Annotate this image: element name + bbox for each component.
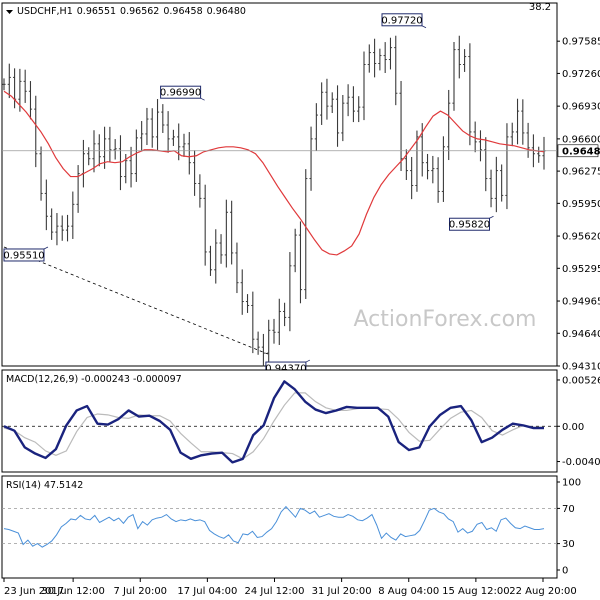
level-box [449,217,490,231]
macd-panel-frame [1,369,558,473]
current-price-label: 0.96480 [562,146,600,157]
instrument-label: USDCHF,H1 [17,6,73,17]
price-axis: 0.97585 0.97260 0.96930 0.96600 0.96275 0.959… [557,37,600,373]
rsi-tick-label: 70 [562,504,575,515]
macd-signal-line [3,392,544,460]
time-tick-label: 15 Aug 12:00 [442,586,509,597]
level-box [3,248,45,262]
price-tick-label: 0.94965 [562,297,600,308]
price-tick-label: 0.94640 [562,329,600,340]
macd-axis: 0.005266 0.00 -0.004011 [2,375,600,468]
rsi-line [3,505,545,548]
level-box [160,85,202,99]
macd-title: MACD(12,26,9) -0.000243 -0.000097 [6,374,182,385]
level-connector [489,215,494,219]
level-label: 0.95510 [3,250,44,261]
scroll-marker: 38.2 [529,2,551,13]
price-title: USDCHF,H1 0.96551 0.96562 0.96458 0.96480 [6,6,246,17]
price-tick-label: 0.95620 [562,232,600,243]
price-tick-label: 0.96930 [562,102,600,113]
watermark: ActionForex.com [354,307,537,332]
moving-average [3,90,545,256]
price-tick-label: 0.95295 [562,264,600,275]
price-tick-label: 0.94310 [562,362,600,373]
level-label: 0.96990 [160,88,201,99]
price-tick-label: 0.96275 [562,167,600,178]
time-tick-label: 17 Jul 04:00 [177,586,237,597]
time-tick-label: 24 Jul 12:00 [245,586,305,597]
ohlc-close: 0.96480 [207,6,246,17]
rsi-axis: 100 70 30 0 [2,478,581,577]
price-bars [2,35,546,367]
rsi-tick-label: 0 [562,566,568,577]
level-connector [43,246,49,250]
level-label: 0.97720 [381,15,422,26]
level-connector [421,25,427,29]
moving-average-line [3,90,545,256]
level-label: 0.94370 [265,364,306,375]
macd-lines [3,380,544,464]
ohlc-low: 0.96458 [163,6,202,17]
rsi-tick-label: 100 [562,478,581,489]
time-tick-label: 23 Jun 2017 [4,586,64,597]
level-labels: 0.95510 0.96990 0.94370 0.97720 0.95820 [3,13,494,375]
time-tick-label: 22 Aug 20:00 [509,586,576,597]
macd-tick-label: -0.004011 [562,457,600,468]
rsi-tick-label: 30 [562,539,575,550]
time-tick-label: 8 Aug 04:00 [378,586,439,597]
price-tick-label: 0.95950 [562,199,600,210]
current-price-box [557,144,599,158]
level-connector [305,359,311,363]
rsi-title: RSI(14) 47.5142 [6,480,83,491]
price-tick-label: 0.97260 [562,69,600,80]
time-tick-label: 31 Jul 20:00 [312,586,372,597]
macd-tick-label: 0.00 [562,422,584,433]
ohlc-high: 0.96562 [120,6,159,17]
current-price-line: 0.96480 [2,144,600,158]
price-panel: ActionForex.com USDCHF,H1 0.96551 0.96562 0… [1,2,600,375]
ohlc-open: 0.96551 [77,6,116,17]
macd-main-line [3,380,544,464]
macd-panel: MACD(12,26,9) -0.000243 -0.000097 0.0052… [1,369,600,473]
macd-tick-label: 0.005266 [562,375,600,386]
level-label: 0.95820 [449,220,490,231]
title-marker-icon [6,10,13,14]
level-connector [200,97,205,101]
time-tick-label: 30 Jun 12:00 [41,586,105,597]
rsi-panel-frame [1,475,558,579]
price-tick-label: 0.97585 [562,37,600,48]
level-box [381,13,423,27]
rsi-panel: RSI(14) 47.5142 100 70 30 0 [1,475,581,579]
rsi-lines [3,505,545,548]
price-tick-label: 0.96600 [562,134,600,145]
time-tick-label: 7 Jul 20:00 [113,586,167,597]
